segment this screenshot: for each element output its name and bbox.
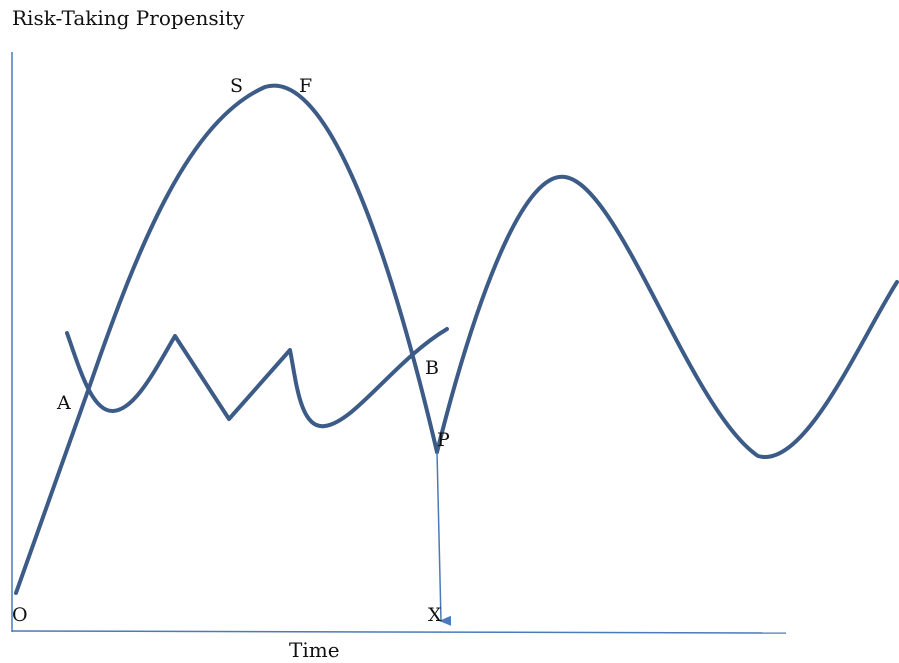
- point-label-a: A: [57, 392, 71, 414]
- p-to-x-arrow: [436, 451, 452, 626]
- point-label-o: O: [12, 604, 28, 626]
- recovery-wave-curve: [435, 174, 899, 460]
- x-axis-label: Time: [289, 638, 340, 662]
- zigzag-curve: [65, 327, 449, 429]
- x-axis-line: [11, 630, 787, 634]
- point-label-x: X: [428, 604, 442, 626]
- diagram-title: Risk-Taking Propensity: [12, 6, 245, 30]
- point-label-p: P: [437, 429, 450, 451]
- point-label-f: F: [299, 75, 313, 97]
- point-label-b: B: [425, 357, 439, 379]
- main-risk-curve: [14, 83, 439, 595]
- point-label-s: S: [230, 75, 244, 97]
